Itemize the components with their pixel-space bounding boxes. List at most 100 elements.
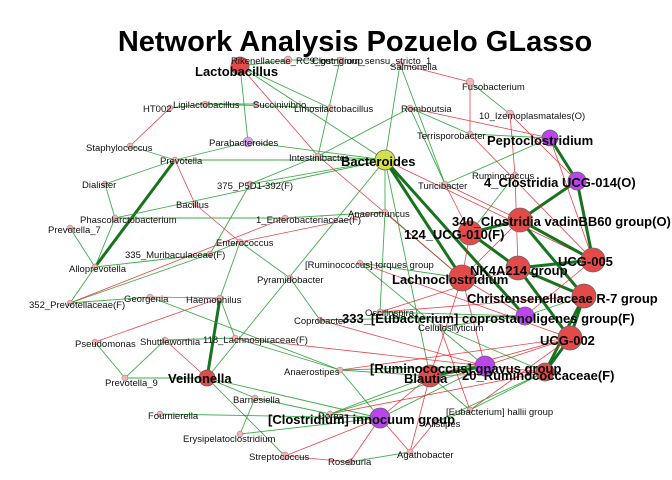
node-phascolarctobacterium[interactable]	[111, 214, 119, 222]
node-clostridia_vadin[interactable]	[507, 207, 533, 233]
node-clostridium_ss1[interactable]	[336, 56, 344, 64]
edge-ruminococcaceae-hallii	[469, 371, 546, 411]
node-ucg005[interactable]	[580, 247, 606, 273]
node-bacillus[interactable]	[191, 200, 199, 208]
node-romboutsia[interactable]	[406, 104, 414, 112]
node-prevotella[interactable]	[171, 156, 179, 164]
node-anaerostipes[interactable]	[336, 366, 344, 374]
edge-ucg002-blautia	[429, 337, 571, 377]
label-layer: LactobacillusRikenellaceae_RC9_gut_group…	[29, 56, 671, 468]
node-intestinibacter[interactable]	[314, 152, 322, 160]
node-parabacteroides[interactable]	[242, 136, 254, 148]
edge-terrisporobacter-ucg005	[469, 133, 594, 261]
edge-peptoclostridium-romboutsia	[409, 107, 551, 139]
node-label-alistipes: Alistipes	[425, 419, 461, 430]
node-ruminococcus[interactable]	[511, 171, 519, 179]
node-label-coprobacter: Coprobacter	[294, 316, 346, 327]
node-coprobacter[interactable]	[316, 316, 324, 324]
node-agathobacter[interactable]	[406, 448, 414, 456]
node-lactobacillus[interactable]	[230, 56, 250, 76]
node-terrisporobacter[interactable]	[466, 130, 474, 138]
node-label-fusobacterium: Fusobacterium	[462, 82, 525, 93]
node-prevotellaceae[interactable]	[66, 299, 74, 307]
edge-phascolarctobacterium-bacteroides	[114, 159, 386, 219]
edge-clostridia_vadin-christensenellaceae	[518, 219, 586, 297]
edge-bacteroides-intestinibacter	[317, 155, 386, 161]
edge-lachnospiraceae-gnavus	[234, 337, 486, 367]
node-georgenia[interactable]	[146, 293, 154, 301]
node-p5d1[interactable]	[246, 180, 254, 188]
edge-lachnoclostridium-gnavus	[461, 277, 486, 367]
node-turicibacter[interactable]	[441, 180, 449, 188]
node-gnavus[interactable]	[474, 355, 496, 377]
node-salmonella[interactable]	[396, 60, 404, 68]
edge-nk4a214-ucg005	[517, 258, 594, 270]
node-izemoplasmatales[interactable]	[505, 109, 515, 119]
edge-oscillospira-eubacterium_copro	[379, 311, 526, 317]
node-pyramidobacter[interactable]	[286, 274, 294, 282]
node-haemophilus[interactable]	[216, 294, 224, 302]
node-pseudomonas[interactable]	[91, 338, 99, 346]
node-christensenellaceae[interactable]	[571, 283, 597, 309]
node-limosilactobacillus[interactable]	[326, 104, 334, 112]
node-label-pseudomonas: Pseudomonas	[75, 339, 136, 350]
node-ucg010[interactable]	[457, 220, 483, 246]
node-succinivibrio[interactable]	[252, 100, 260, 108]
node-torques[interactable]	[356, 259, 364, 267]
node-label-innocuum: [Clostridium] innocuum group	[268, 412, 455, 427]
node-enterobacteriaceae[interactable]	[281, 214, 289, 222]
node-prevotella9[interactable]	[121, 374, 129, 382]
node-lachnoclostridium[interactable]	[448, 264, 476, 292]
node-fournierella[interactable]	[156, 410, 164, 418]
node-bacteroides[interactable]	[374, 149, 396, 171]
node-streptococcus[interactable]	[280, 451, 290, 461]
node-roseburia[interactable]	[346, 458, 354, 466]
node-lachnospiraceae[interactable]	[231, 334, 239, 342]
node-alloprevotella[interactable]	[91, 263, 99, 271]
node-clostridia_ucg014[interactable]	[567, 171, 587, 191]
edge-haemophilus-lachnospiraceae	[219, 297, 236, 339]
node-label-clostridium_ss1: Clostridium_sensu_stricto_1	[312, 56, 431, 67]
edge-prevotella-dialister	[104, 159, 176, 185]
node-ucg002[interactable]	[557, 325, 583, 351]
node-ht002[interactable]	[166, 104, 174, 112]
node-cellulosilyticum[interactable]	[436, 323, 444, 331]
node-ligilactobacillus[interactable]	[201, 100, 209, 108]
node-nk4a214[interactable]	[505, 255, 531, 281]
node-label-veillonella: Veillonella	[168, 371, 232, 386]
node-alistipes[interactable]	[431, 418, 439, 426]
node-erysipelatoclostridium[interactable]	[236, 430, 244, 438]
node-blautia[interactable]	[418, 364, 442, 388]
node-label-dorea: Dorea	[318, 411, 345, 422]
node-enterococcus[interactable]	[236, 238, 244, 246]
node-oscillospira[interactable]	[376, 308, 384, 316]
node-fusobacterium[interactable]	[465, 77, 475, 87]
node-eubacterium_copro[interactable]	[515, 306, 535, 326]
edge-oscillospira-nk4a214	[379, 267, 519, 313]
node-label-anaerotruncus: Anaerotruncus	[348, 209, 410, 220]
node-dialister[interactable]	[101, 180, 109, 188]
node-anaerotruncus[interactable]	[381, 208, 389, 216]
node-staphylococcus[interactable]	[126, 142, 134, 150]
node-prevotella7[interactable]	[66, 224, 74, 232]
node-barnesiella[interactable]	[251, 394, 259, 402]
node-rikenellaceae[interactable]	[283, 55, 293, 65]
node-muribaculaceae[interactable]	[206, 250, 214, 258]
node-label-prevotella7: Prevotella_7	[48, 225, 101, 236]
edge-prevotella-parabacteroides	[174, 141, 249, 161]
node-dorea[interactable]	[326, 410, 334, 418]
node-peptoclostridium[interactable]	[541, 129, 559, 147]
node-ruminococcaceae[interactable]	[535, 362, 555, 382]
node-veillonella[interactable]	[198, 369, 216, 387]
edge-prevotellaceae-georgenia	[69, 296, 151, 304]
node-shuttleworthia[interactable]	[161, 336, 169, 344]
node-label-oscillospira: Oscillospira	[365, 308, 415, 319]
node-hallii[interactable]	[466, 406, 474, 414]
node-label-ht002: HT002	[143, 104, 172, 115]
edge-muribaculaceae-p5d1	[209, 183, 251, 255]
edge-blautia-dorea	[329, 375, 431, 415]
edge-peptoclostridium-turicibacter	[444, 137, 551, 185]
node-label-ligilactobacillus: Ligilactobacillus	[173, 100, 240, 111]
node-innocuum[interactable]	[369, 407, 391, 429]
